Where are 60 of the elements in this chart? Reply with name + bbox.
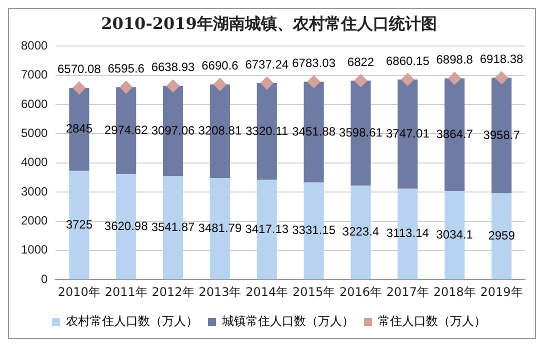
- data-label: 6822: [347, 54, 374, 69]
- point: [495, 71, 508, 84]
- point: [166, 79, 180, 92]
- data-label: 6638.93: [151, 60, 196, 74]
- data-label: 2959: [488, 228, 516, 242]
- legend-label: 城镇常住人口数（万人）: [221, 314, 354, 328]
- data-label: 6690.6: [202, 58, 239, 73]
- y-tick-label: 1000: [20, 242, 48, 257]
- data-label: 3620.98: [104, 218, 148, 233]
- data-label: 3725: [66, 217, 93, 232]
- data-label: 3451.88: [292, 124, 336, 138]
- x-tick-label: 2012年: [152, 284, 194, 299]
- point: [72, 81, 86, 94]
- legend-label: 常住人口数（万人）: [378, 314, 486, 328]
- data-label: 2974.62: [104, 122, 148, 137]
- data-label: 3208.81: [198, 124, 242, 138]
- data-label: 6898.8: [436, 52, 474, 67]
- x-tick-label: 2014年: [246, 284, 288, 299]
- data-label: 3223.4: [342, 224, 380, 239]
- y-tick-label: 6000: [20, 96, 48, 111]
- point: [120, 80, 133, 94]
- data-label: 6595.6: [108, 61, 145, 76]
- point: [448, 72, 462, 85]
- data-label: 3747.01: [386, 126, 430, 140]
- data-label: 3481.79: [198, 220, 242, 235]
- point: [401, 72, 414, 86]
- x-tick-label: 2013年: [198, 284, 242, 299]
- y-tick-label: 2000: [20, 214, 48, 228]
- chart-title: 2010-2019年湖南城镇、农村常住人口统计图: [101, 14, 437, 33]
- data-label: 3097.06: [151, 123, 196, 138]
- legend-label: 农村常住人口数（万人）: [66, 314, 198, 328]
- y-tick-label: 5000: [20, 126, 48, 140]
- x-tick-label: 2017年: [386, 284, 429, 299]
- data-label: 6860.15: [386, 54, 430, 68]
- y-tick-label: 0: [41, 272, 48, 286]
- data-label: 3331.15: [292, 223, 336, 238]
- x-tick-label: 2015年: [292, 284, 336, 299]
- x-tick-label: 2010年: [58, 284, 100, 299]
- data-label: 6737.24: [245, 57, 289, 72]
- data-label: 3320.11: [246, 124, 288, 138]
- y-tick-label: 4000: [20, 155, 48, 170]
- x-tick-label: 2011年: [104, 284, 148, 299]
- data-label: 6783.03: [292, 56, 336, 70]
- data-label: 3541.87: [151, 220, 196, 234]
- point: [213, 78, 226, 91]
- data-label: 3598.61: [339, 125, 383, 140]
- data-label: 3034.1: [436, 227, 474, 242]
- point: [307, 75, 320, 88]
- y-tick-label: 8000: [20, 38, 48, 53]
- data-label: 6570.08: [57, 62, 102, 76]
- x-tick-label: 2019年: [480, 284, 523, 299]
- point: [354, 74, 368, 88]
- y-tick-label: 3000: [20, 184, 48, 198]
- data-label: 3113.14: [386, 226, 430, 240]
- point: [260, 76, 274, 90]
- x-tick-label: 2016年: [339, 284, 382, 299]
- y-tick-label: 7000: [20, 68, 48, 82]
- data-label: 6918.38: [480, 52, 524, 66]
- x-tick-label: 2018年: [433, 284, 476, 299]
- data-label: 3417.13: [245, 222, 289, 236]
